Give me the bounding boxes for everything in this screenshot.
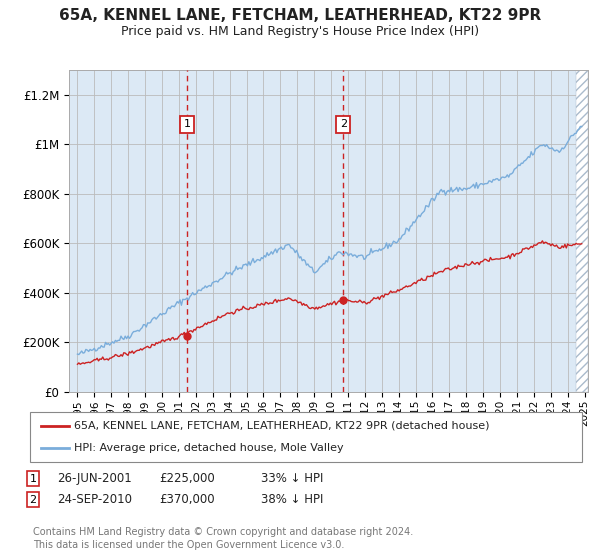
- Text: 65A, KENNEL LANE, FETCHAM, LEATHERHEAD, KT22 9PR: 65A, KENNEL LANE, FETCHAM, LEATHERHEAD, …: [59, 8, 541, 24]
- Text: 33% ↓ HPI: 33% ↓ HPI: [261, 472, 323, 486]
- Text: 24-SEP-2010: 24-SEP-2010: [57, 493, 132, 506]
- Text: 38% ↓ HPI: 38% ↓ HPI: [261, 493, 323, 506]
- Text: 2: 2: [340, 119, 347, 129]
- Text: £225,000: £225,000: [159, 472, 215, 486]
- Text: Price paid vs. HM Land Registry's House Price Index (HPI): Price paid vs. HM Land Registry's House …: [121, 25, 479, 38]
- Bar: [69, 70, 576, 392]
- Text: 26-JUN-2001: 26-JUN-2001: [57, 472, 132, 486]
- Bar: [576, 70, 588, 392]
- Text: 2: 2: [29, 494, 37, 505]
- Text: 1: 1: [29, 474, 37, 484]
- Text: £370,000: £370,000: [159, 493, 215, 506]
- Text: 65A, KENNEL LANE, FETCHAM, LEATHERHEAD, KT22 9PR (detached house): 65A, KENNEL LANE, FETCHAM, LEATHERHEAD, …: [74, 421, 490, 431]
- Text: 1: 1: [184, 119, 191, 129]
- FancyBboxPatch shape: [30, 412, 582, 462]
- Text: Contains HM Land Registry data © Crown copyright and database right 2024.
This d: Contains HM Land Registry data © Crown c…: [33, 527, 413, 550]
- Text: HPI: Average price, detached house, Mole Valley: HPI: Average price, detached house, Mole…: [74, 443, 344, 453]
